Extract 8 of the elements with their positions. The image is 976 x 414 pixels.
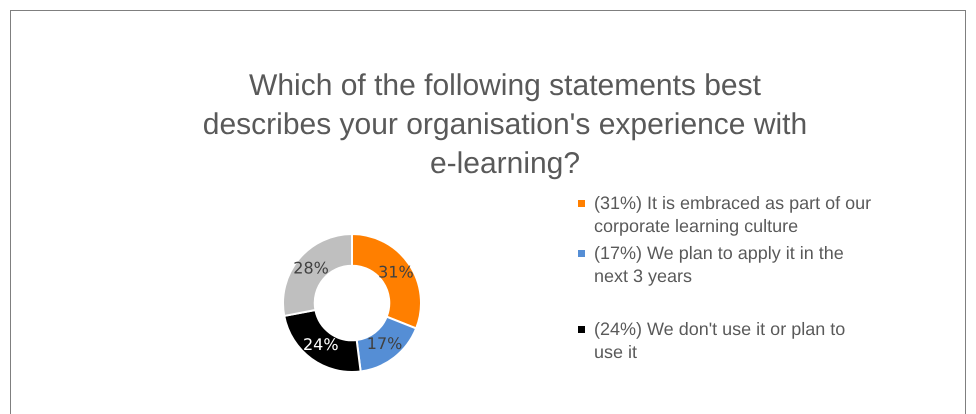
legend-label: (31%) It is embraced as part of our corporate learning culture: [594, 193, 872, 236]
data-label: 31%: [378, 262, 414, 282]
data-label: 17%: [366, 334, 402, 354]
legend-label: (24%) We don't use it or plan to use it: [594, 319, 846, 362]
chart-title: Which of the following statements best describes your organisation's experience with e-learning?: [202, 68, 808, 182]
legend-label: (17%) We plan to apply it in the next 3 years: [594, 243, 844, 286]
data-label: 28%: [293, 258, 329, 278]
data-label: 24%: [302, 335, 339, 354]
